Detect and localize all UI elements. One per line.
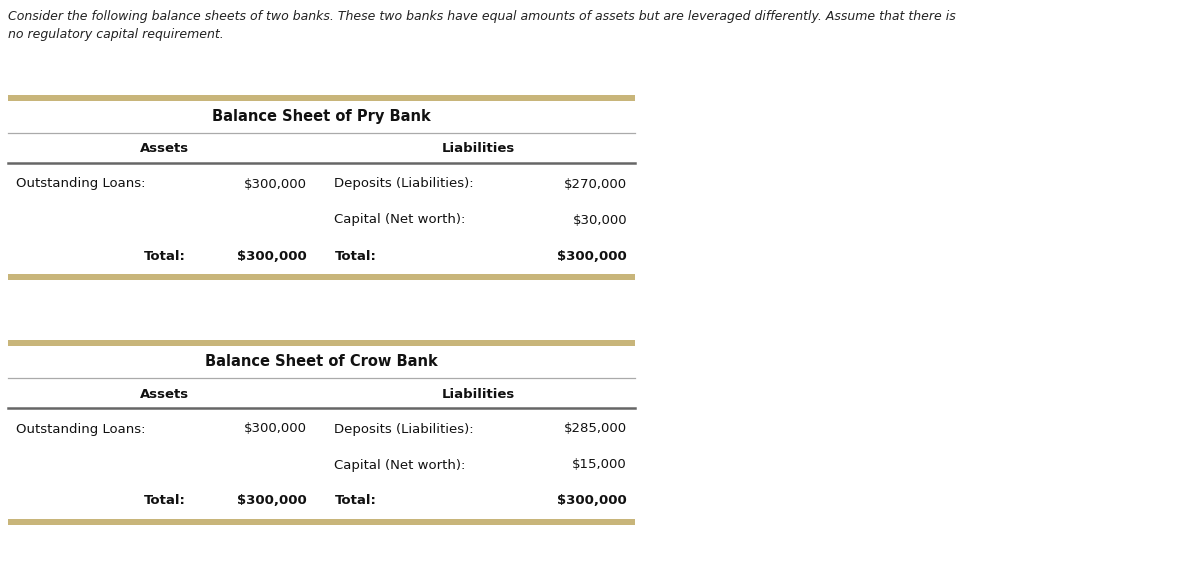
Text: Balance Sheet of Crow Bank: Balance Sheet of Crow Bank	[205, 354, 438, 370]
Text: Total:: Total:	[144, 495, 186, 507]
Text: $300,000: $300,000	[557, 495, 628, 507]
Text: Deposits (Liabilities):: Deposits (Liabilities):	[335, 178, 474, 190]
Text: $300,000: $300,000	[557, 249, 628, 262]
Text: $30,000: $30,000	[572, 214, 628, 227]
Text: Outstanding Loans:: Outstanding Loans:	[16, 178, 145, 190]
Text: Capital (Net worth):: Capital (Net worth):	[335, 214, 466, 227]
Text: Outstanding Loans:: Outstanding Loans:	[16, 422, 145, 436]
Text: Balance Sheet of Pry Bank: Balance Sheet of Pry Bank	[212, 110, 431, 124]
Bar	[8, 340, 635, 346]
Text: Consider the following balance sheets of two banks. These two banks have equal a: Consider the following balance sheets of…	[8, 10, 955, 23]
Text: Liabilities: Liabilities	[442, 142, 515, 155]
Text: Assets: Assets	[140, 388, 190, 401]
Text: $15,000: $15,000	[572, 458, 628, 471]
Text: Assets: Assets	[140, 142, 190, 155]
Bar	[8, 274, 635, 280]
Text: Total:: Total:	[335, 249, 377, 262]
Text: Capital (Net worth):: Capital (Net worth):	[335, 458, 466, 471]
Text: Deposits (Liabilities):: Deposits (Liabilities):	[335, 422, 474, 436]
Text: no regulatory capital requirement.: no regulatory capital requirement.	[8, 28, 223, 41]
Bar	[8, 519, 635, 525]
Text: $300,000: $300,000	[236, 495, 306, 507]
Text: $300,000: $300,000	[244, 178, 306, 190]
Text: $270,000: $270,000	[564, 178, 628, 190]
Bar	[8, 95, 635, 101]
Text: Total:: Total:	[144, 249, 186, 262]
Text: $300,000: $300,000	[244, 422, 306, 436]
Text: Total:: Total:	[335, 495, 377, 507]
Text: Liabilities: Liabilities	[442, 388, 515, 401]
Text: $285,000: $285,000	[564, 422, 628, 436]
Text: $300,000: $300,000	[236, 249, 306, 262]
